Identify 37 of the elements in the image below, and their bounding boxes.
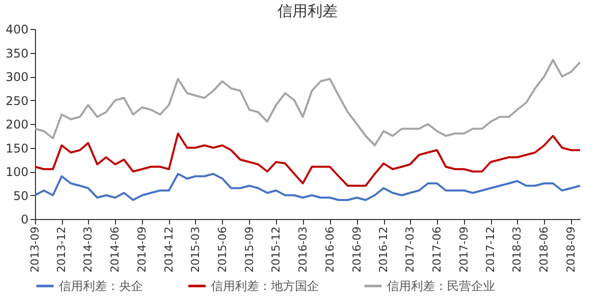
- x-tick-label: 2017-06: [430, 226, 444, 272]
- y-tick-label: 150: [6, 141, 28, 156]
- legend-label: 信用利差：央企: [59, 279, 143, 293]
- x-tick-label: 2014-03: [82, 226, 95, 272]
- x-tick-label: 2015-12: [270, 226, 283, 272]
- x-tick-label: 2013-12: [55, 226, 68, 272]
- x-tick-label: 2018-06: [538, 226, 551, 272]
- y-tick-label: 300: [6, 70, 28, 84]
- legend-label: 信用利差：民营企业: [387, 279, 495, 293]
- chart-title: 信用利差: [278, 2, 338, 20]
- x-tick-label: 2016-06: [323, 226, 336, 272]
- x-tick-label: 2014-06: [108, 226, 122, 272]
- line-series: [34, 58, 581, 146]
- legend-label: 信用利差：地方国企: [211, 279, 319, 293]
- x-tick-label: 2013-09: [28, 226, 42, 272]
- x-tick-label: 2014-09: [136, 226, 149, 272]
- x-tick-label: 2017-09: [458, 226, 471, 272]
- y-tick-label: 50: [13, 188, 28, 203]
- line-series: [34, 132, 581, 187]
- x-tick-label: 2014-12: [162, 226, 176, 272]
- y-tick-label: 100: [6, 165, 28, 179]
- x-tick-label: 2016-03: [296, 226, 310, 272]
- x-tick-label: 2016-09: [350, 226, 364, 272]
- x-tick-label: 2015-09: [242, 226, 256, 272]
- y-tick-label: 250: [6, 94, 28, 108]
- line-series: [34, 172, 581, 201]
- x-tick-label: 2017-03: [403, 226, 416, 272]
- y-tick-label: 0: [20, 212, 28, 226]
- y-tick-label: 200: [6, 118, 28, 132]
- x-tick-label: 2018-03: [510, 226, 524, 272]
- x-tick-label: 2015-03: [188, 226, 202, 272]
- x-tick-label: 2015-06: [216, 226, 229, 272]
- x-tick-label: 2017-12: [484, 226, 498, 272]
- y-tick-label: 350: [6, 46, 28, 60]
- x-tick-label: 2018-09: [564, 226, 578, 272]
- y-tick-label: 400: [6, 22, 28, 36]
- x-tick-label: 2016-12: [377, 226, 390, 272]
